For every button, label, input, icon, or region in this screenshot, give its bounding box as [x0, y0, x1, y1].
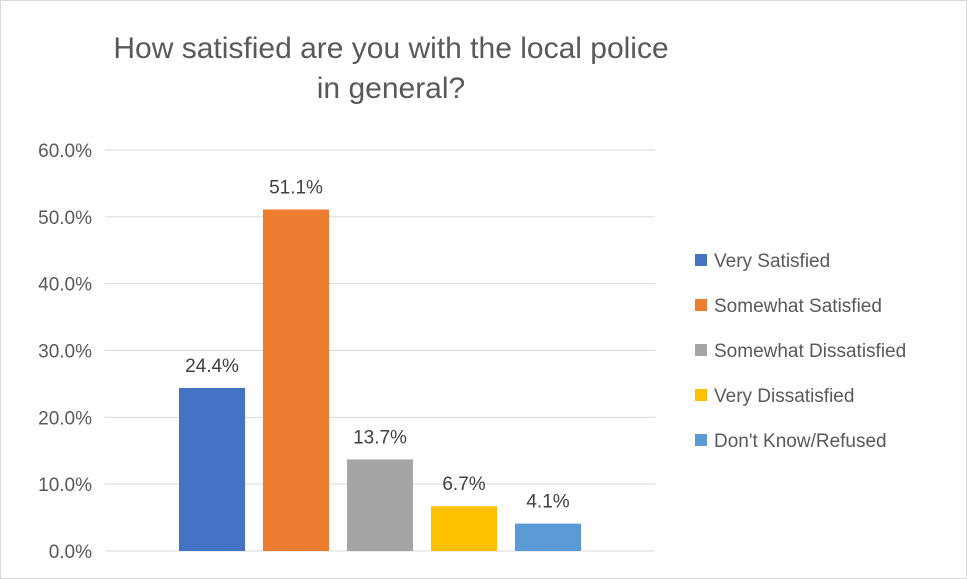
legend-label: Somewhat Satisfied [714, 296, 882, 317]
legend-swatch [695, 344, 707, 356]
legend-label: Don't Know/Refused [714, 431, 887, 452]
data-label: 51.1% [269, 177, 323, 198]
y-tick-label: 20.0% [38, 408, 92, 429]
legend-swatch [695, 254, 707, 266]
y-tick-label: 50.0% [38, 208, 92, 229]
bar [347, 459, 413, 551]
y-tick-label: 10.0% [38, 475, 92, 496]
y-tick-label: 30.0% [38, 342, 92, 363]
legend-label: Somewhat Dissatisfied [714, 341, 906, 362]
legend-swatch [695, 299, 707, 311]
bar [179, 387, 245, 551]
bar [263, 209, 329, 551]
y-tick-label: 0.0% [49, 542, 92, 563]
legend-swatch [695, 389, 707, 401]
legend-label: Very Dissatisfied [714, 386, 854, 407]
y-tick-label: 40.0% [38, 275, 92, 296]
bar [431, 506, 497, 551]
chart-title: How satisfied are you with the local pol… [113, 32, 669, 105]
data-label: 6.7% [442, 474, 485, 495]
legend-label: Very Satisfied [714, 251, 830, 272]
data-label: 24.4% [185, 356, 239, 377]
data-label: 4.1% [526, 492, 569, 513]
data-label: 13.7% [353, 427, 407, 448]
y-tick-label: 60.0% [38, 141, 92, 162]
legend-swatch [695, 434, 707, 446]
bar [515, 523, 581, 551]
